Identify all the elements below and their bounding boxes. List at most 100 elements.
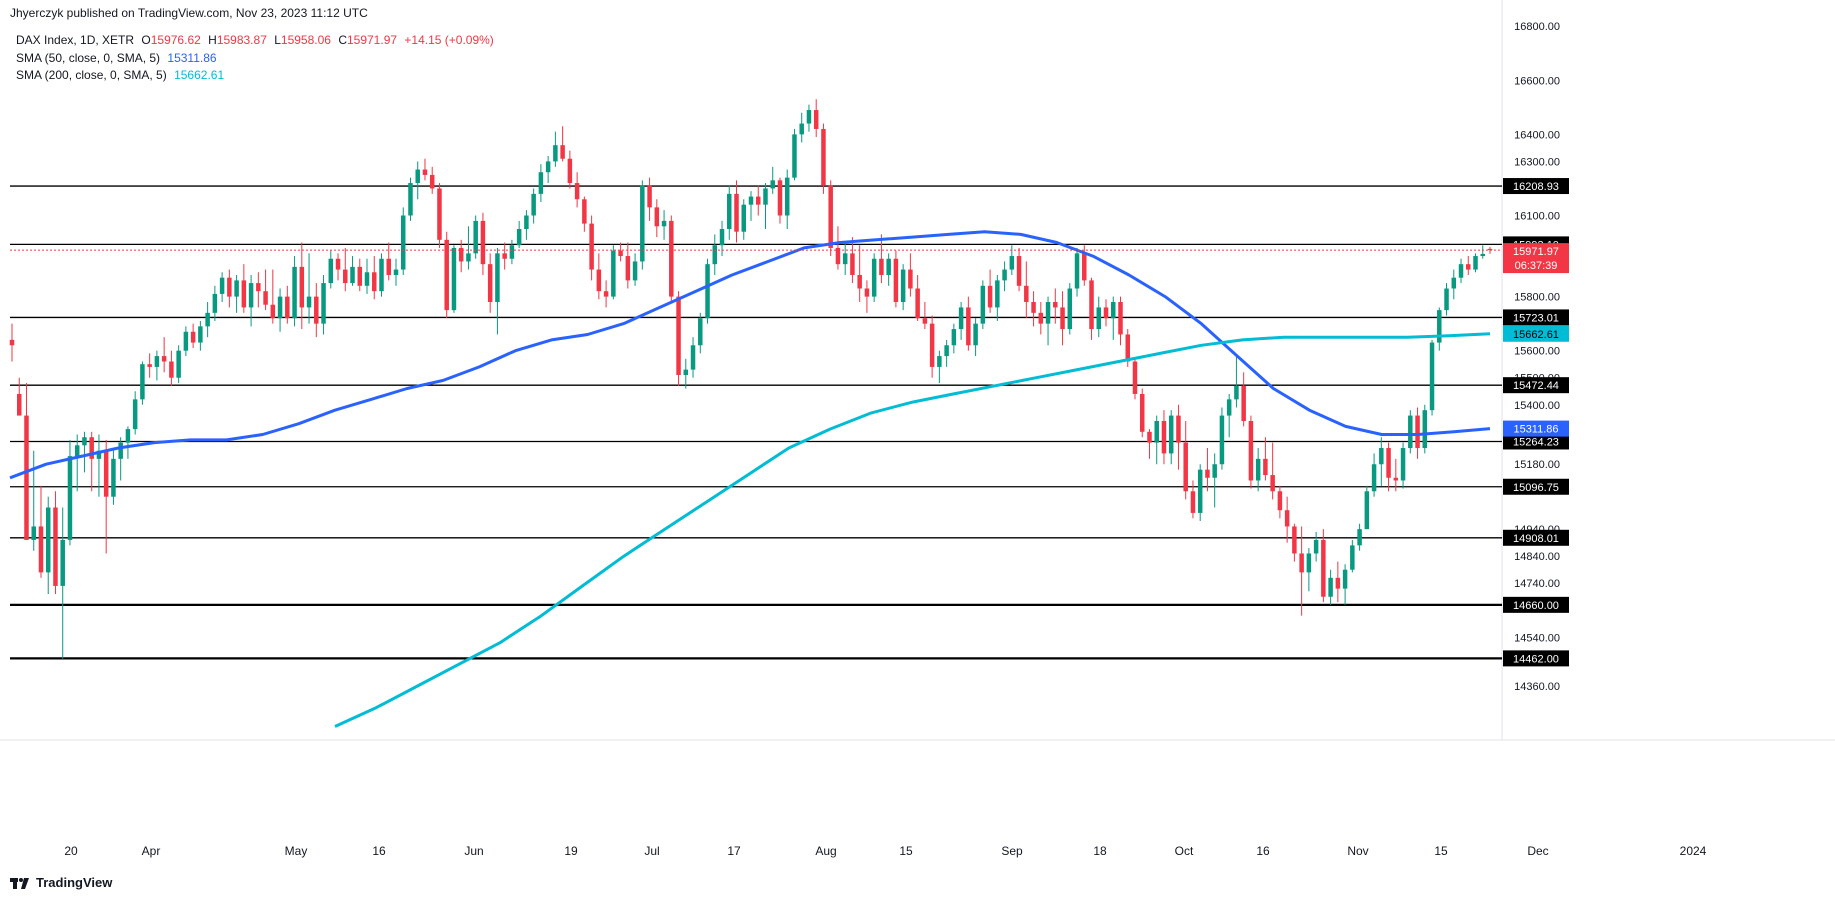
level-price-tag [1503,377,1569,394]
candle-body [719,229,725,246]
candle-body [299,266,305,308]
candle-body [1371,464,1377,492]
candle-body [408,183,413,216]
candle-body [1292,526,1297,554]
x-tick-label: Sep [1001,844,1023,858]
candle-body [277,296,283,319]
candle-body [1168,415,1174,454]
x-tick-label: Jul [644,844,659,858]
x-tick-label: 17 [727,844,741,858]
sma200-price-label: 15662.61 [1513,329,1559,341]
candle-body [1060,307,1065,330]
sma50-price-label: 15311.86 [1513,424,1558,436]
candle-body [176,350,181,378]
x-tick-label: Dec [1527,844,1548,858]
candle-body [1466,264,1471,270]
candle-body [393,269,399,275]
candle-body [850,253,855,275]
candle-body [458,247,464,262]
candle-body [444,239,449,311]
candle-body [1176,415,1181,443]
candle-body [1437,310,1442,343]
candle-body [256,283,261,292]
candle-body [1248,420,1254,481]
candle-body [386,258,391,275]
candle-body [335,258,341,270]
candle-body [1111,302,1116,319]
candle-body [74,445,80,457]
x-tick-label: 2024 [1680,844,1707,858]
candle-body [574,183,580,200]
candle-body [1132,361,1138,394]
sma50-legend: SMA (50, close, 0, SMA, 5) 15311.86 [16,51,217,65]
candle-body [1386,448,1391,478]
candle-body [944,345,949,357]
candle-body [567,158,573,184]
candle-body [1197,469,1203,513]
candle-body [741,204,747,232]
candle-body [212,293,218,313]
candle-body [1299,553,1304,573]
candle-body [1480,253,1486,257]
candle-body [618,250,623,257]
candle-body [270,304,276,319]
candle-body [654,207,660,227]
candle-body [241,280,247,308]
candle-body [379,258,384,292]
candle-body [1024,285,1029,303]
symbol-legend: DAX Index, 1D, XETR O15976.62 H15983.87 … [16,33,494,47]
candle-body [263,291,268,305]
candle-body [987,285,993,308]
candle-body [1241,385,1246,421]
candle-body [248,283,254,308]
level-price-label: 15096.75 [1513,482,1559,494]
candle-body [1277,491,1283,511]
level-price-tag [1503,478,1569,495]
candle-body [161,356,167,362]
level-price-label: 14462.00 [1513,653,1559,665]
x-tick-label: May [285,844,308,858]
level-price-label: 14908.01 [1513,533,1559,545]
candle-body [545,161,551,173]
candle-body [372,272,377,292]
candle-body [1045,302,1051,324]
x-tick-label: 15 [1434,844,1448,858]
sma200-label: SMA (200, close, 0, SMA, 5) [16,68,167,82]
y-tick-label: 14840.00 [1514,551,1560,563]
candle-body [234,280,239,297]
candle-body [661,220,667,227]
candle-body [502,253,507,259]
candle-body [480,220,486,265]
y-tick-label: 16300.00 [1514,156,1560,168]
candle-body [813,110,819,129]
candle-body [806,110,812,124]
candle-body [676,296,681,376]
candle-body [1096,307,1102,330]
candle-body [995,280,1000,308]
candle-body [1415,415,1420,449]
candle-body [24,415,29,540]
change-value: +14.15 (+0.09%) [404,33,494,47]
candle-body [973,323,978,346]
candle-body [118,442,123,459]
candle-body [582,199,587,224]
candle-body [915,288,920,319]
candle-body [871,258,877,297]
candle-body [1255,458,1261,481]
candle-body [828,185,833,248]
candle-body [966,307,971,346]
candle-body [980,285,986,324]
tradingview-brand: TradingView [36,875,113,890]
level-price-tag [1503,529,1569,546]
candle-body [1400,448,1406,481]
candle-body [1364,491,1370,530]
candle-body [908,269,913,289]
candle-body [1205,469,1210,478]
y-tick-label: 16400.00 [1514,129,1560,141]
level-price-label: 15472.44 [1513,380,1559,392]
candle-body [487,264,493,303]
candle-body [727,193,732,230]
candle-body [205,312,210,327]
y-tick-label: 16800.00 [1514,21,1560,33]
